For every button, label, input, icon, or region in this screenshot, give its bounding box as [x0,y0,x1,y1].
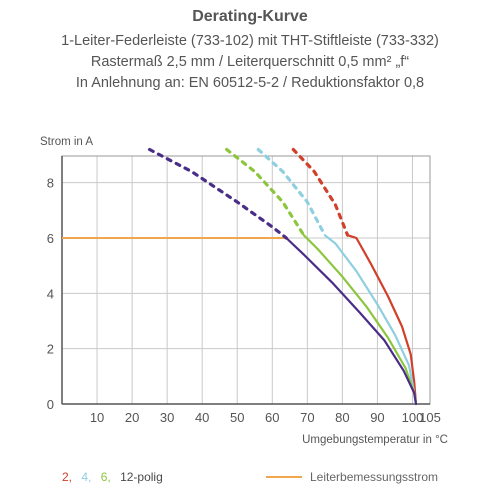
series-dashed-12-polig [148,147,288,240]
series-solid-12-polig [285,236,418,406]
x-tick-label-80: 80 [335,410,349,425]
subtitle-line-3: In Anlehnung an: EN 60512-5-2 / Reduktio… [75,75,425,91]
reference-legend-label: Leiterbemessungsstrom [310,470,439,484]
reference-legend: Leiterbemessungsstrom [266,470,438,484]
x-tick-label-40: 40 [195,410,209,425]
reference-legend-swatch [266,476,302,478]
legend-item-6: 6, [100,470,111,484]
chart-title: Derating-Kurve [192,8,308,25]
plot-frame [61,155,431,405]
chart-header: Derating-Kurve 1-Leiter-Federleiste (733… [0,6,500,94]
y-tick-label-6: 6 [47,231,54,246]
series-dashed-4 [256,147,327,237]
y-tick-label-0: 0 [47,397,54,412]
series-dashed-2 [291,147,350,237]
x-tick-label-100: 100 [402,410,424,425]
x-axis-label: Umgebungstemperatur in °C [302,434,448,446]
x-tick-label-20: 20 [125,410,139,425]
legend-item-12-polig: 12-polig [120,470,163,484]
x-tick-label-70: 70 [300,410,314,425]
y-tick-label-2: 2 [47,342,54,357]
y-tick-label-4: 4 [47,286,54,301]
series-dashed-6 [225,147,306,237]
y-tick-label-8: 8 [47,176,54,191]
series-solid-4 [323,234,418,406]
subtitle-line-1: 1-Leiter-Federleiste (733-102) mit THT-S… [61,33,439,49]
legend-item-4: 4, [81,470,92,484]
x-tick-label-105: 105 [419,410,441,425]
x-tick-label-50: 50 [230,410,244,425]
subtitle-line-2: Rastermaß 2,5 mm / Leiterquerschnitt 0,5… [90,54,410,70]
x-tick-label-30: 30 [160,410,174,425]
x-tick-label-90: 90 [370,410,384,425]
x-tick-label-60: 60 [265,410,279,425]
y-axis-label: Strom in A [40,136,93,148]
series-solid-2 [346,234,418,406]
series-legend: 2, 4, 6, 12-polig [62,470,169,484]
x-tick-label-10: 10 [90,410,104,425]
legend-item-2: 2, [62,470,73,484]
